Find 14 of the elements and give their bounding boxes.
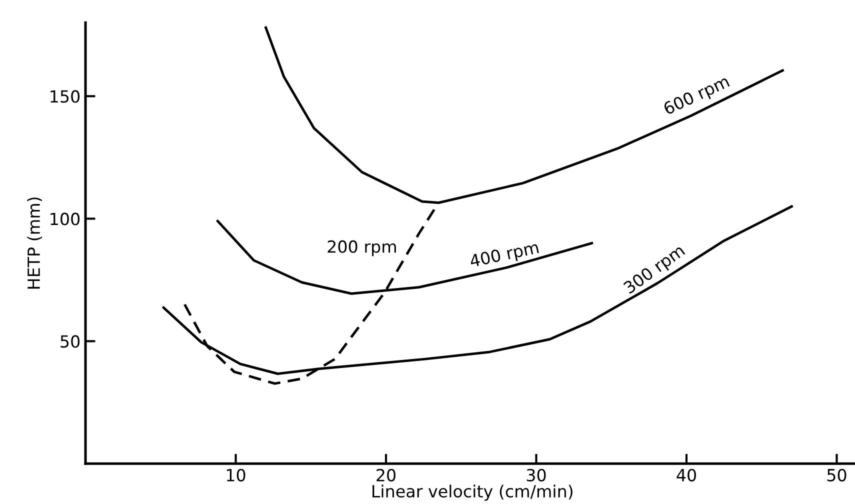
y-tick-label: 50 [60,335,80,348]
y-tick-label: 150 [50,90,80,103]
text: 300 rpm [622,244,688,297]
x-axis-title: Linear velocity (cm/min) [372,484,572,501]
x-tick-label: 30 [526,468,546,482]
x-tick-label: 10 [226,468,246,482]
series-label: 200 rpm [328,240,396,256]
y-axis-title: HETP (mm) [27,198,42,289]
x-tick-label: 50 [827,468,846,482]
x-tick-label: 40 [676,468,696,482]
text: 400 rpm [469,240,540,271]
text: 600 rpm [662,74,732,118]
x-tick-label: 20 [376,468,396,482]
y-tick-label: 100 [50,212,80,226]
